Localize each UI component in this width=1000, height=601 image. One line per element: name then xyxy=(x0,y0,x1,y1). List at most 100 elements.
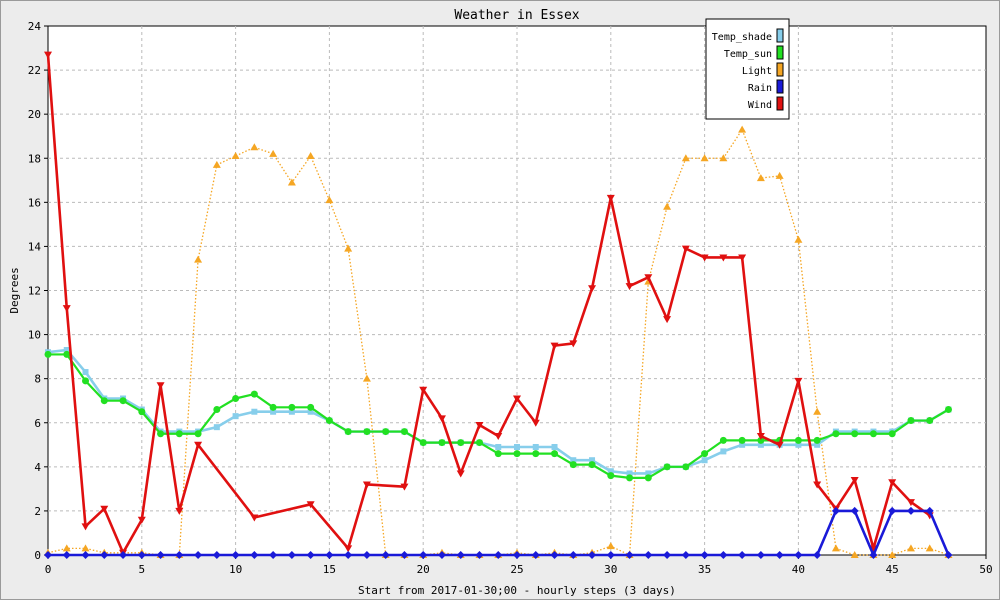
rain-point xyxy=(813,551,822,559)
wind-point xyxy=(550,342,559,350)
legend: Temp_shade Temp_sun Light Rain Wind xyxy=(705,18,790,120)
grid-layer xyxy=(48,26,986,555)
x-tick-label: 30 xyxy=(604,563,617,576)
temp-shade-point xyxy=(795,441,802,448)
wind-point xyxy=(194,441,203,449)
temp-sun-point xyxy=(832,430,840,438)
wind-point xyxy=(531,419,540,427)
light-point xyxy=(62,544,71,552)
temp-shade-point xyxy=(63,347,70,354)
wind-point xyxy=(437,415,446,423)
rain-point xyxy=(906,506,915,515)
rain-point xyxy=(344,551,353,559)
rain-point xyxy=(850,506,859,515)
temp-shade-point xyxy=(739,441,746,448)
wind-point xyxy=(62,305,71,313)
wind-point xyxy=(344,545,353,553)
temp-shade-point xyxy=(270,408,277,415)
wind-line xyxy=(46,54,931,555)
rain-point xyxy=(100,551,109,559)
temp-sun-point xyxy=(325,417,333,425)
temp-sun-point xyxy=(82,377,90,385)
temp-sun-point xyxy=(175,430,183,438)
temp-sun-point xyxy=(232,395,240,403)
light-point xyxy=(813,407,822,415)
series-layer xyxy=(44,51,953,559)
x-tick-label: 0 xyxy=(45,563,52,576)
rain-point xyxy=(569,551,578,559)
temp-sun-point xyxy=(738,436,746,444)
temp-shade-point xyxy=(532,443,539,450)
temp-shade-point xyxy=(232,413,239,420)
light-point xyxy=(756,174,765,182)
temp-sun-point xyxy=(607,472,615,480)
light-point xyxy=(194,255,203,263)
light-point xyxy=(738,125,747,133)
temp-sun-point xyxy=(250,390,258,398)
wind-point xyxy=(456,470,465,478)
series-wind xyxy=(44,51,934,557)
legend-label-wind: Wind xyxy=(748,100,772,111)
rain-point xyxy=(494,551,503,559)
wind-point xyxy=(494,432,503,440)
wind-point xyxy=(569,340,578,348)
legend-swatch-wind xyxy=(776,96,784,111)
temp-shade-point xyxy=(720,448,727,455)
temp-sun-point xyxy=(400,428,408,436)
wind-point xyxy=(794,377,803,385)
wind-point xyxy=(719,254,728,262)
light-point xyxy=(212,160,221,168)
y-tick-label: 0 xyxy=(34,549,41,562)
rain-point xyxy=(456,551,465,559)
y-tick-label: 18 xyxy=(28,152,41,165)
series-rain xyxy=(44,506,953,559)
legend-swatch-temp-shade xyxy=(776,28,784,43)
light-point xyxy=(850,551,859,558)
temp-sun-point xyxy=(100,397,108,405)
temp-sun-point xyxy=(194,430,202,438)
temp-sun-point xyxy=(907,417,915,425)
temp-sun-point xyxy=(644,474,652,482)
temp-sun-point xyxy=(682,463,690,471)
temp-sun-point xyxy=(701,450,709,458)
temp-sun-point xyxy=(119,397,127,405)
temp-sun-point xyxy=(288,403,296,411)
rain-point xyxy=(925,506,934,515)
wind-point xyxy=(156,382,165,390)
light-point xyxy=(888,551,897,558)
x-tick-label: 25 xyxy=(510,563,523,576)
legend-label-temp-sun: Temp_sun xyxy=(724,49,772,60)
temp-shade-point xyxy=(645,470,652,477)
temp-sun-point xyxy=(344,428,352,436)
y-tick-label: 20 xyxy=(28,108,41,121)
temp-sun-point xyxy=(382,428,390,436)
light-point xyxy=(269,149,278,157)
rain-point xyxy=(81,551,90,559)
wind-point xyxy=(400,483,409,491)
temp-shade-point xyxy=(814,441,821,448)
temp-sun-point xyxy=(475,439,483,447)
temp-sun-point xyxy=(813,436,821,444)
wind-point xyxy=(475,421,484,429)
x-axis-title: Start from 2017-01-30;00 - hourly steps … xyxy=(358,584,676,597)
light-point xyxy=(775,171,784,179)
rain-point xyxy=(550,551,559,559)
rain-point xyxy=(381,551,390,559)
wind-point xyxy=(419,386,428,394)
series-temp-sun xyxy=(44,350,952,482)
temp-shade-point xyxy=(589,457,596,464)
light-point xyxy=(831,544,840,552)
legend-swatch-temp-sun xyxy=(776,45,784,60)
rain-point xyxy=(231,551,240,559)
y-tick-label: 24 xyxy=(28,20,42,33)
rain-point xyxy=(513,551,521,559)
rain-point xyxy=(663,551,672,559)
temp-sun-point xyxy=(157,430,165,438)
rain-point xyxy=(212,551,221,559)
temp-sun-point xyxy=(494,450,502,458)
wind-point xyxy=(663,316,672,324)
wind-point xyxy=(306,501,315,509)
